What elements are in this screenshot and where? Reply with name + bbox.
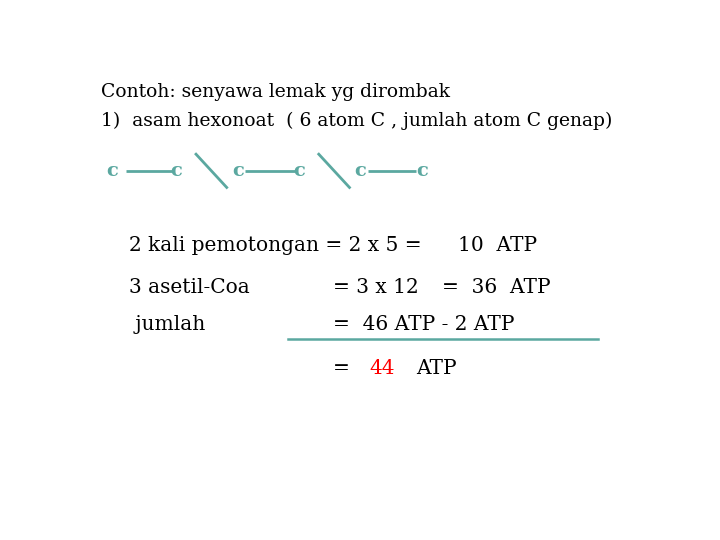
Text: ATP: ATP	[416, 359, 457, 378]
Text: Contoh: senyawa lemak yg dirombak: Contoh: senyawa lemak yg dirombak	[101, 83, 450, 101]
Text: c: c	[232, 162, 244, 180]
Text: 3 asetil-Coa: 3 asetil-Coa	[129, 278, 250, 297]
Text: jumlah: jumlah	[129, 315, 205, 334]
Text: =  36  ATP: = 36 ATP	[441, 278, 550, 297]
Text: 10  ATP: 10 ATP	[459, 236, 537, 255]
Text: c: c	[107, 162, 118, 180]
Text: = 3 x 12: = 3 x 12	[333, 278, 418, 297]
Text: c: c	[355, 162, 366, 180]
Text: 2 kali pemotongan = 2 x 5 =: 2 kali pemotongan = 2 x 5 =	[129, 236, 422, 255]
Text: c: c	[171, 162, 182, 180]
Text: =  46 ATP - 2 ATP: = 46 ATP - 2 ATP	[333, 315, 514, 334]
Text: =: =	[333, 359, 350, 378]
Text: c: c	[416, 162, 428, 180]
Text: 1)  asam hexonoat  ( 6 atom C , jumlah atom C genap): 1) asam hexonoat ( 6 atom C , jumlah ato…	[101, 112, 613, 130]
Text: 44: 44	[369, 359, 395, 378]
Text: c: c	[293, 162, 305, 180]
